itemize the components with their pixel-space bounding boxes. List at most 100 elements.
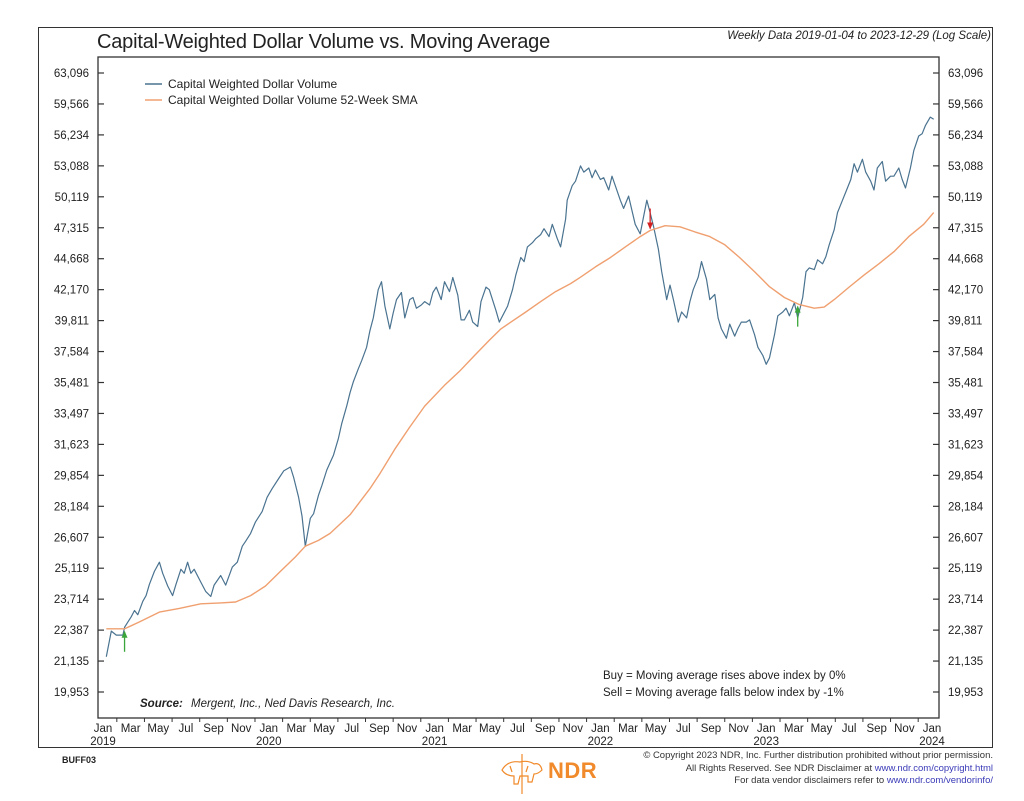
x-tick-label-month: Jan [757,723,776,735]
y-tick-label-left: 28,184 [54,501,90,513]
chart-frame [38,27,993,748]
x-tick-label-month: Mar [618,723,638,735]
x-tick-label-month: May [811,723,833,735]
copyright-line-3-text: For data vendor disclaimers refer to [734,775,887,786]
y-tick-label-right: 28,184 [948,501,984,513]
x-tick-label-month: Jan [94,723,113,735]
y-tick-label-left: 44,668 [54,254,89,266]
y-tick-label-left: 37,584 [54,347,90,359]
y-tick-label-right: 29,854 [948,470,984,482]
y-axis-left: 63,096 59,566 56,234 53,088 50,119 47,315 44,6… [54,68,104,699]
y-tick-label-right: 39,811 [948,316,982,328]
x-tick-label-month: Jan [923,723,942,735]
y-tick-label-right: 50,119 [948,192,982,204]
x-tick-label-month: Sep [369,723,389,735]
x-tick-label-month: Jul [842,723,857,735]
ndr-logo-text: NDR [548,758,598,783]
x-tick-label-month: Nov [563,723,584,735]
x-tick-label-month: Nov [728,723,749,735]
x-tick-label-month: Jan [260,723,279,735]
x-tick-label-month: Sep [203,723,223,735]
y-tick-label-left: 33,497 [54,408,89,420]
y-tick-label-right: 35,481 [948,378,983,390]
y-tick-label-left: 21,135 [54,656,89,668]
chart-title: Capital-Weighted Dollar Volume vs. Movin… [97,31,551,53]
y-tick-label-right: 31,623 [948,439,983,451]
x-tick-label-month: May [645,723,667,735]
copyright-line-3: For data vendor disclaimers refer to www… [643,775,993,788]
y-tick-label-left: 35,481 [54,378,89,390]
series-line-52wk-sma [106,212,935,630]
y-tick-label-right: 56,234 [948,130,984,142]
copyright-block: © Copyright 2023 NDR, Inc. Further distr… [643,750,993,788]
chart-code: BUFF03 [62,755,97,765]
source-label: Source: [140,698,183,710]
copyright-link[interactable]: www.ndr.com/copyright.html [874,762,993,774]
y-tick-label-right: 21,135 [948,656,983,668]
signals-group [121,208,801,652]
ndr-bull-bear-logo-icon [501,754,543,794]
y-tick-label-right: 47,315 [948,223,983,235]
x-tick-label-month: Mar [121,723,141,735]
y-tick-label-right: 37,584 [948,347,984,359]
y-tick-label-left: 26,607 [54,532,89,544]
x-tick-label-month: Jul [510,723,525,735]
series-line-dollar-volume [105,116,935,657]
y-tick-label-right: 33,497 [948,408,983,420]
x-tick-label-month: May [147,723,169,735]
series-group [105,116,935,657]
vendorinfo-link[interactable]: www.ndr.com/vendorinfo/ [886,775,993,786]
plot-area [97,56,940,719]
x-tick-label-month: Sep [866,723,886,735]
sell-arrowhead-icon [647,222,654,230]
x-tick-label-month: Mar [452,723,472,735]
x-tick-label-month: Nov [397,723,418,735]
y-tick-label-left: 19,953 [54,687,89,699]
y-tick-label-left: 53,088 [54,161,89,173]
y-tick-label-left: 22,387 [54,625,89,637]
x-tick-label-year: 2021 [422,736,448,748]
y-tick-label-right: 19,953 [948,687,983,699]
y-tick-label-right: 23,714 [948,594,984,606]
y-tick-label-right: 25,119 [948,563,982,575]
x-tick-label-month: Nov [231,723,252,735]
x-tick-label-year: 2020 [256,736,282,748]
source-text: Mergent, Inc., Ned Davis Research, Inc. [191,698,395,710]
x-tick-label-month: Jul [676,723,691,735]
y-tick-label-left: 42,170 [54,285,89,297]
y-tick-label-right: 53,088 [948,161,983,173]
copyright-line-1: © Copyright 2023 NDR, Inc. Further distr… [643,750,993,761]
y-tick-label-right: 59,566 [948,99,983,111]
x-tick-label-month: Sep [701,723,721,735]
x-tick-label-month: Jul [179,723,194,735]
buy-arrowhead-icon [121,630,128,638]
legend: Capital Weighted Dollar Volume Capital W… [145,77,418,107]
x-tick-label-year: 2023 [753,736,779,748]
x-tick-label-month: May [479,723,501,735]
y-tick-label-left: 25,119 [55,563,89,575]
y-tick-label-left: 29,854 [54,470,90,482]
y-tick-label-right: 44,668 [948,254,983,266]
x-axis: Jan Mar May Jul Sep Nov Jan Mar May Jul Sep Nov Jan M… [90,718,945,748]
y-axis-right: 63,096 59,566 56,234 53,088 50,119 47,315 44,6… [933,68,984,699]
y-tick-label-left: 47,315 [54,223,89,235]
buy-arrowhead-icon [794,305,801,313]
x-tick-label-month: Jan [425,723,444,735]
copyright-line-2: All Rights Reserved. See NDR Disclaimer … [643,763,993,776]
y-tick-label-left: 23,714 [54,594,90,606]
y-tick-label-left: 31,623 [54,439,89,451]
x-tick-label-year: 2022 [588,736,614,748]
y-tick-label-right: 22,387 [948,625,983,637]
x-tick-label-year: 2019 [90,736,116,748]
legend-label-main: Capital Weighted Dollar Volume [168,77,338,91]
x-tick-label-month: Sep [535,723,555,735]
y-tick-label-left: 56,234 [54,130,90,142]
y-tick-label-left: 50,119 [55,192,89,204]
x-tick-label-year: 2024 [919,736,945,748]
x-tick-label-month: May [313,723,335,735]
x-tick-label-month: Mar [784,723,804,735]
y-tick-label-right: 26,607 [948,532,983,544]
x-tick-label-month: Jul [344,723,359,735]
legend-label-sma: Capital Weighted Dollar Volume 52-Week S… [168,93,418,107]
signal-rule-buy: Buy = Moving average rises above index b… [603,670,846,682]
